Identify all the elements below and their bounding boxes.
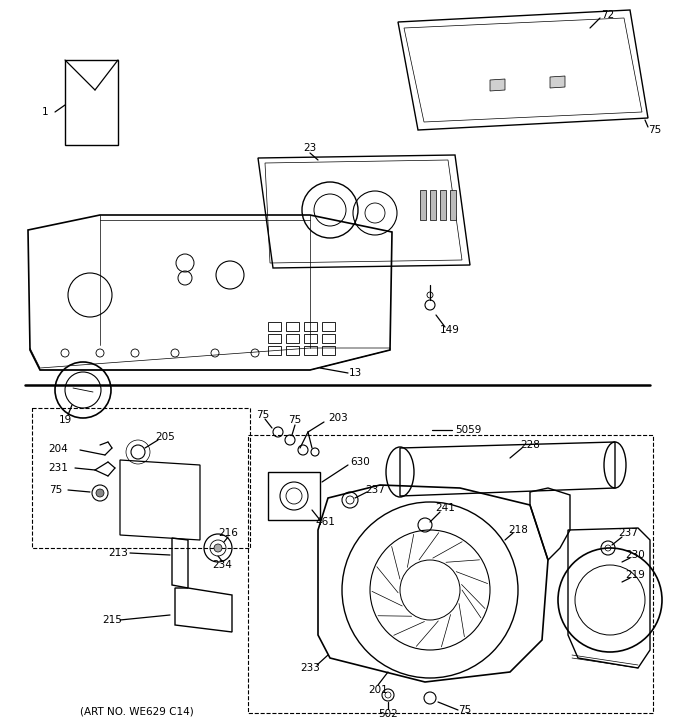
Bar — [450, 190, 456, 220]
Bar — [248, 435, 653, 713]
Text: 1: 1 — [41, 107, 48, 117]
Text: 230: 230 — [625, 550, 645, 560]
Bar — [32, 408, 250, 548]
Polygon shape — [490, 79, 505, 91]
Text: 216: 216 — [218, 528, 238, 538]
Bar — [420, 190, 426, 220]
Text: 213: 213 — [108, 548, 128, 558]
Bar — [286, 322, 299, 331]
Text: 233: 233 — [300, 663, 320, 673]
Text: 237: 237 — [618, 528, 638, 538]
Text: 19: 19 — [58, 415, 71, 425]
Bar — [322, 334, 335, 343]
Bar — [322, 322, 335, 331]
Text: 201: 201 — [368, 685, 388, 695]
Bar — [268, 346, 281, 355]
Text: 231: 231 — [48, 463, 68, 473]
Bar — [286, 346, 299, 355]
Circle shape — [96, 489, 104, 497]
Text: 630: 630 — [350, 457, 370, 467]
Text: 72: 72 — [601, 10, 615, 20]
Text: 23: 23 — [303, 143, 317, 153]
Text: 203: 203 — [328, 413, 348, 423]
Text: 215: 215 — [102, 615, 122, 625]
Text: 218: 218 — [508, 525, 528, 535]
Bar — [268, 334, 281, 343]
Text: 241: 241 — [435, 503, 455, 513]
Circle shape — [214, 544, 222, 552]
Bar — [304, 346, 317, 355]
Text: 5059: 5059 — [455, 425, 481, 435]
Text: 204: 204 — [48, 444, 68, 454]
Text: 75: 75 — [458, 705, 472, 715]
Bar — [304, 322, 317, 331]
Bar — [286, 334, 299, 343]
Text: 234: 234 — [212, 560, 232, 570]
Text: 228: 228 — [520, 440, 540, 450]
Text: 219: 219 — [625, 570, 645, 580]
Text: 75: 75 — [288, 415, 302, 425]
Bar — [322, 346, 335, 355]
Bar — [430, 190, 436, 220]
Text: 502: 502 — [378, 709, 398, 719]
Text: 205: 205 — [155, 432, 175, 442]
Text: 461: 461 — [315, 517, 335, 527]
Text: 237: 237 — [365, 485, 385, 495]
Text: 75: 75 — [256, 410, 270, 420]
Bar — [304, 334, 317, 343]
Text: 149: 149 — [440, 325, 460, 335]
Bar — [268, 322, 281, 331]
Text: 75: 75 — [648, 125, 662, 135]
Text: 75: 75 — [49, 485, 62, 495]
Text: 13: 13 — [348, 368, 362, 378]
Bar — [440, 190, 446, 220]
Text: (ART NO. WE629 C14): (ART NO. WE629 C14) — [80, 707, 194, 717]
Polygon shape — [550, 76, 565, 88]
Bar — [268, 472, 320, 520]
